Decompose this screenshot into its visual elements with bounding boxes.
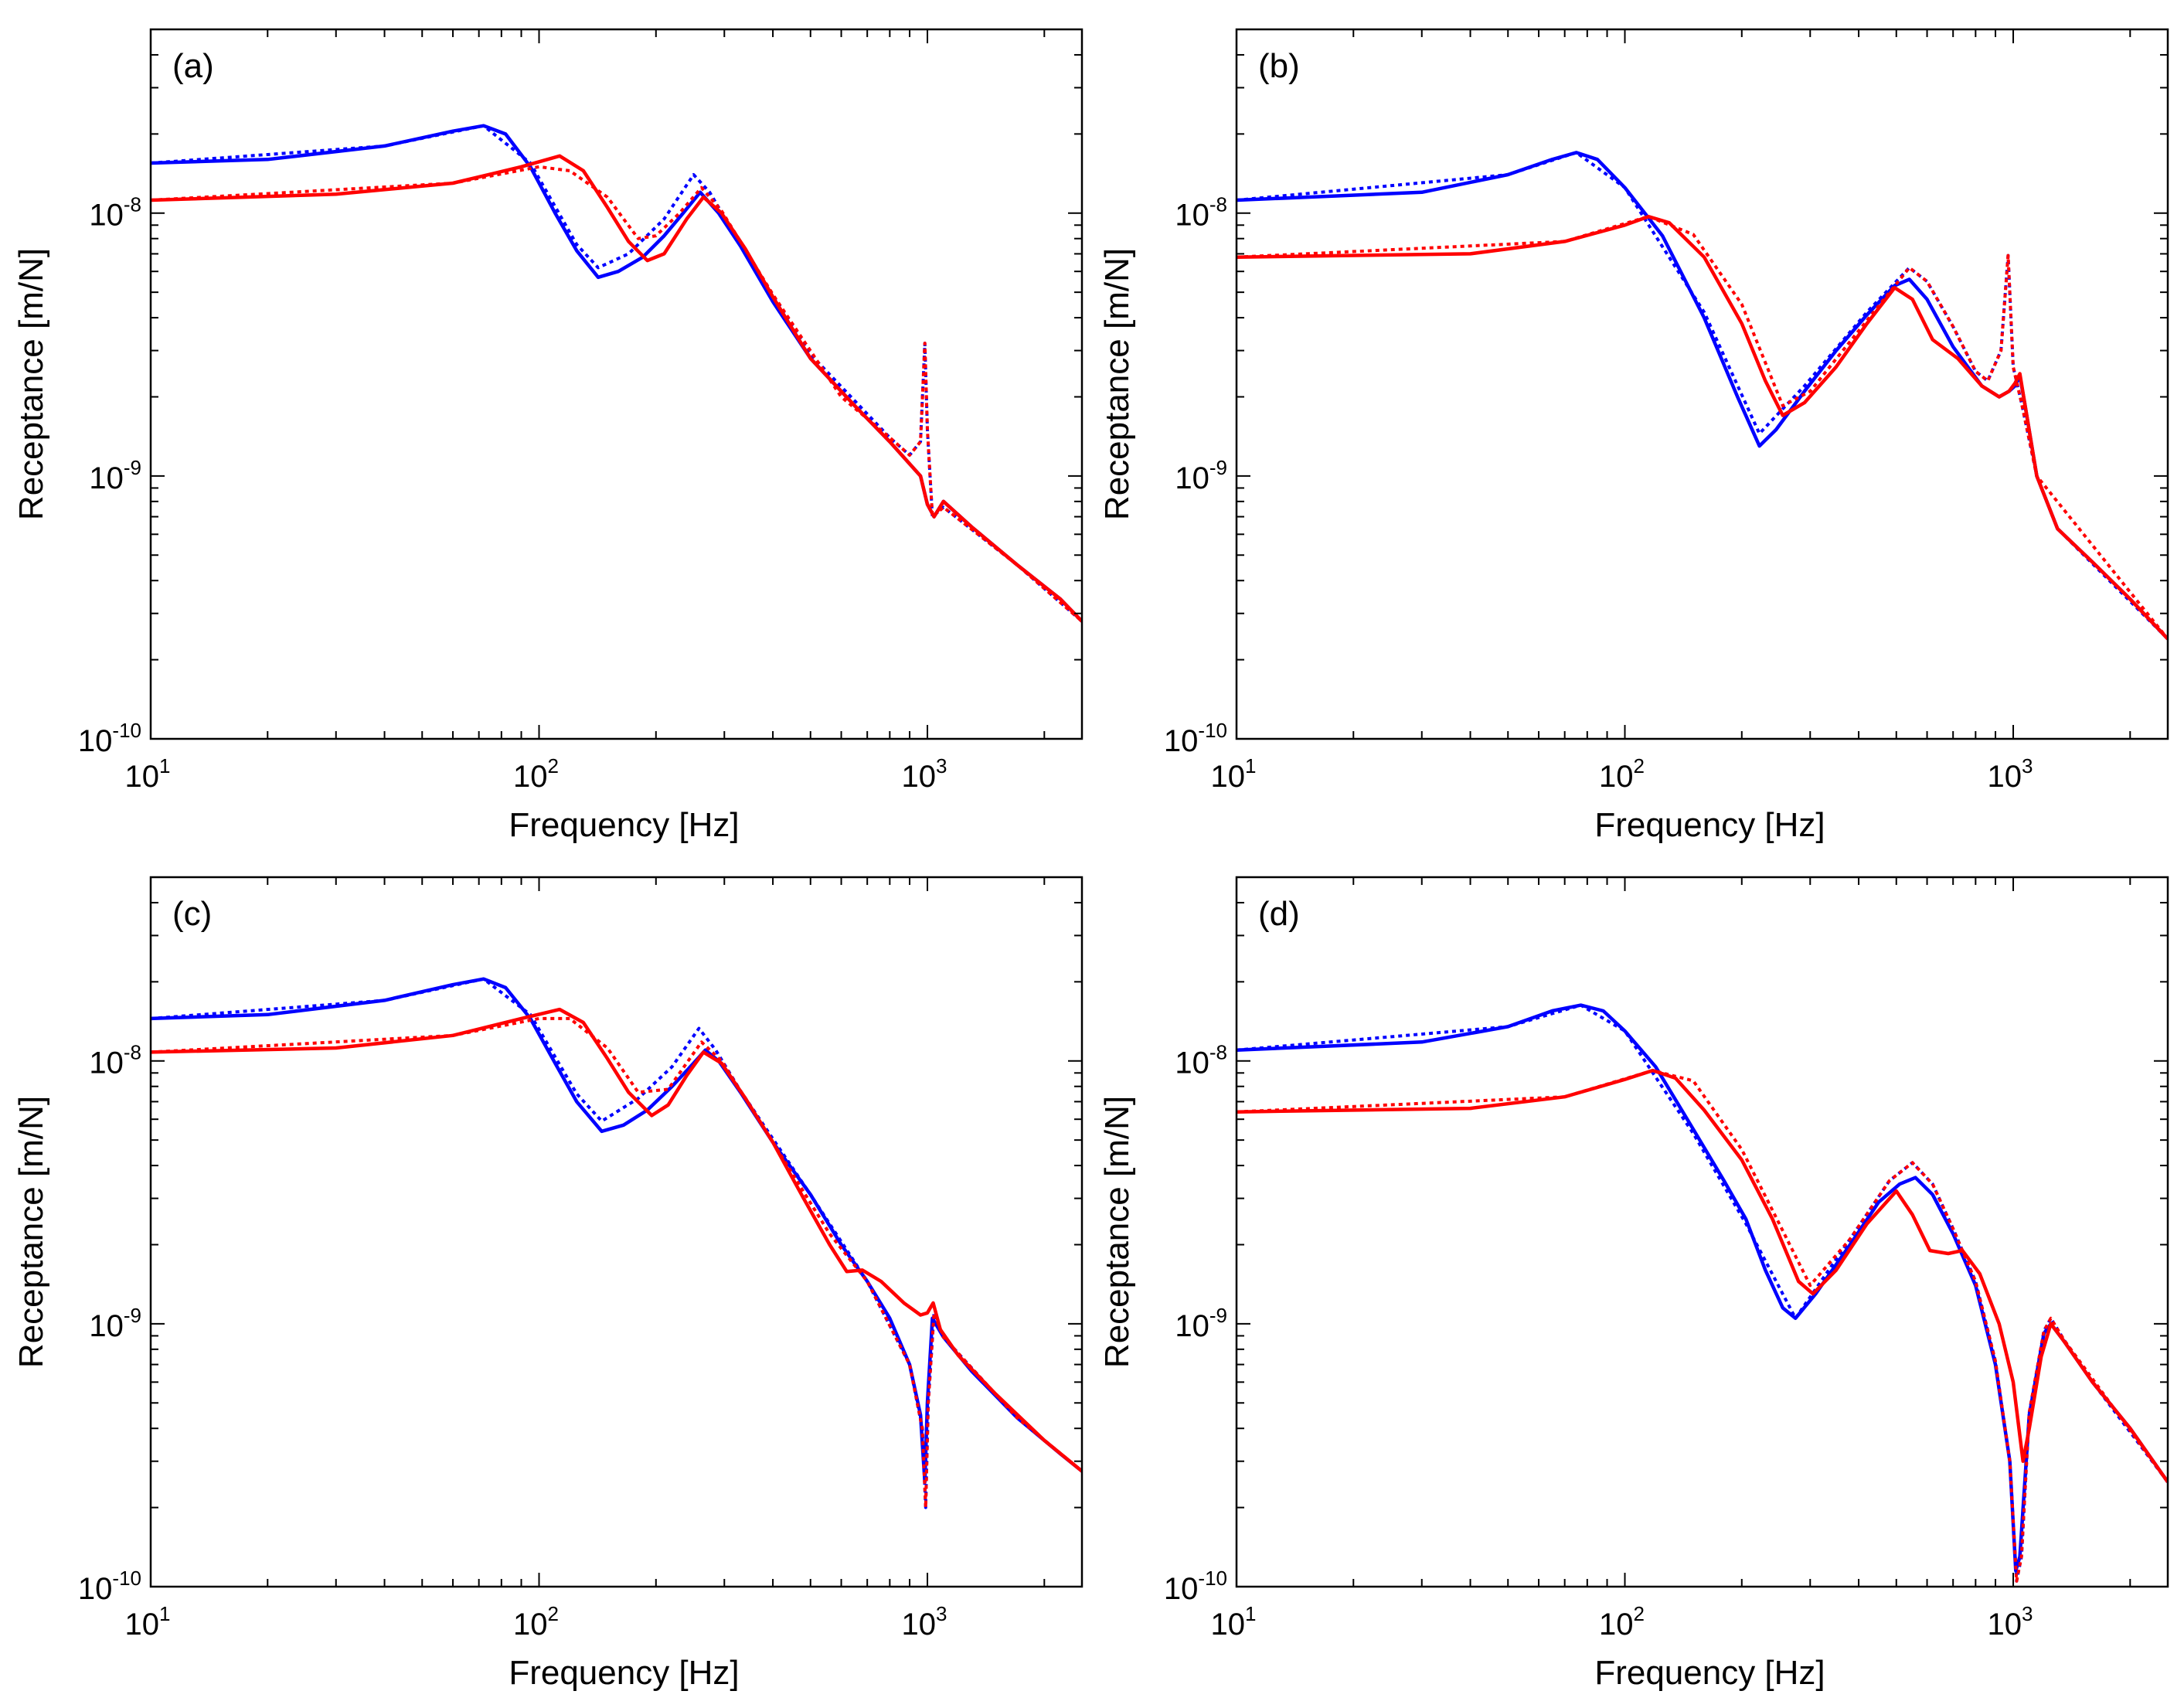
y-tick-label: 10-10 (1164, 719, 1227, 758)
panel-letter: (d) (1258, 895, 1300, 933)
axis-ticks (1236, 29, 2168, 740)
panel-letter: (c) (172, 895, 212, 933)
x-tick-label: 101 (1211, 754, 1257, 794)
series-line-blue-solid (151, 124, 1082, 623)
x-axis-label: Frequency [Hz] (1594, 806, 1825, 844)
series-line-red-dotted (151, 1016, 1082, 1509)
x-tick-label: 102 (513, 1602, 559, 1642)
y-tick-label: 10-8 (1175, 193, 1227, 233)
plot-frame (149, 876, 1083, 1588)
x-tick-label: 103 (902, 754, 947, 794)
axis-ticks (1236, 876, 2168, 1587)
x-axis-label: Frequency [Hz] (509, 806, 739, 844)
y-tick-label: 10-9 (1175, 1304, 1227, 1343)
y-axis-label: Receptance [m/N] (1098, 1096, 1136, 1368)
y-tick-label: 10-9 (89, 456, 141, 495)
y-tick-label: 10-10 (78, 1567, 141, 1606)
y-tick-label: 10-9 (89, 1304, 141, 1343)
x-tick-label: 101 (125, 754, 171, 794)
panel-letter: (b) (1258, 47, 1300, 85)
axis-ticks (150, 29, 1082, 740)
x-tick-label: 103 (1988, 1602, 2033, 1642)
series-line-blue-solid (1237, 151, 2168, 641)
y-tick-label: 10-10 (78, 719, 141, 758)
y-tick-label: 10-8 (89, 1041, 141, 1080)
series-line-red-dotted (1237, 1069, 2168, 1583)
panel-c: 101 102 103 10-10 10-9 10-8 Frequency [Hz] Rece… (12, 876, 1083, 1692)
plot-frame (149, 28, 1083, 740)
series-line-red-solid (151, 1007, 1082, 1473)
series-line-red-solid (151, 154, 1082, 623)
y-axis-label: Receptance [m/N] (12, 1096, 50, 1368)
x-tick-label: 103 (1988, 754, 2033, 794)
x-axis-label: Frequency [Hz] (509, 1654, 739, 1692)
series-line-blue-dotted (151, 124, 1082, 623)
y-axis-label: Receptance [m/N] (12, 248, 50, 520)
panel-d: 101 102 103 10-10 10-9 10-8 Frequency [Hz] Rece… (1098, 876, 2169, 1692)
axis-ticks (150, 876, 1082, 1587)
x-tick-label: 103 (902, 1602, 947, 1642)
x-tick-label: 102 (1599, 754, 1645, 794)
y-tick-label: 10-8 (1175, 1041, 1227, 1080)
y-axis-label: Receptance [m/N] (1098, 248, 1136, 520)
x-tick-label: 101 (125, 1602, 171, 1642)
panel-letter: (a) (172, 47, 214, 85)
series-line-red-dotted (151, 165, 1082, 623)
x-tick-label: 102 (513, 754, 559, 794)
x-axis-label: Frequency [Hz] (1594, 1654, 1825, 1692)
series-line-blue-dotted (1237, 151, 2168, 641)
x-tick-label: 101 (1211, 1602, 1257, 1642)
x-tick-label: 102 (1599, 1602, 1645, 1642)
panel-a: 101 102 103 10-10 10-9 10-8 Frequency [Hz] Rece… (12, 28, 1083, 844)
series-line-blue-solid (1237, 1003, 2168, 1573)
y-tick-label: 10-9 (1175, 456, 1227, 495)
series-line-blue-solid (151, 977, 1082, 1484)
y-tick-label: 10-8 (89, 193, 141, 233)
y-tick-label: 10-10 (1164, 1567, 1227, 1606)
panel-b: 101 102 103 10-10 10-9 10-8 Frequency [Hz] Rece… (1098, 28, 2169, 844)
series-line-red-dotted (1237, 215, 2168, 640)
plot-frame (1235, 876, 2169, 1588)
series-line-blue-dotted (1237, 1003, 2168, 1583)
plot-frame (1235, 28, 2169, 740)
